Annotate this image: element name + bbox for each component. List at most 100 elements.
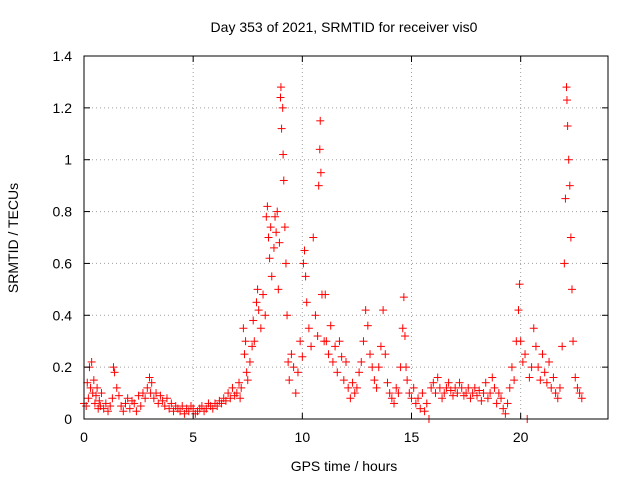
data-point — [180, 409, 189, 418]
data-point — [154, 399, 163, 408]
data-point — [141, 394, 150, 403]
data-point — [322, 337, 331, 346]
data-point — [117, 402, 126, 411]
data-point — [536, 376, 545, 385]
data-point — [399, 293, 408, 302]
data-point — [440, 389, 449, 398]
data-point — [497, 394, 506, 403]
data-point — [304, 324, 313, 333]
data-point — [357, 357, 366, 366]
data-point — [237, 383, 246, 392]
data-point — [119, 407, 128, 416]
data-point — [394, 389, 403, 398]
data-point — [446, 386, 455, 395]
data-point — [298, 352, 307, 361]
data-point — [277, 124, 286, 133]
data-point — [468, 389, 477, 398]
data-point — [569, 337, 578, 346]
data-point — [208, 404, 217, 413]
data-point — [232, 389, 241, 398]
data-point — [516, 337, 525, 346]
data-point — [261, 311, 270, 320]
y-tick-labels: 0 0.2 0.4 0.6 0.8 1 1.2 1.4 — [53, 48, 73, 427]
data-point — [499, 404, 508, 413]
data-point — [273, 207, 282, 216]
data-point — [455, 378, 464, 387]
y-tick-label: 0.8 — [53, 204, 73, 220]
data-point — [314, 181, 323, 190]
data-point — [344, 383, 353, 392]
data-point — [147, 378, 156, 387]
data-point — [274, 285, 283, 294]
data-point — [138, 389, 147, 398]
data-point — [84, 394, 93, 403]
data-point — [326, 321, 335, 330]
data-point — [324, 350, 333, 359]
data-point — [433, 373, 442, 382]
data-point — [438, 394, 447, 403]
data-point — [448, 391, 457, 400]
data-point — [291, 389, 300, 398]
data-point — [538, 350, 547, 359]
data-point — [573, 383, 582, 392]
data-point — [243, 376, 252, 385]
data-point — [562, 96, 571, 105]
data-point — [379, 306, 388, 315]
data-point — [405, 389, 414, 398]
data-point — [267, 272, 276, 281]
y-tick-label: 0.2 — [53, 359, 73, 375]
data-point — [114, 391, 123, 400]
data-point — [503, 399, 512, 408]
data-point — [278, 103, 287, 112]
data-point — [289, 363, 298, 372]
data-point — [387, 394, 396, 403]
data-point — [542, 378, 551, 387]
data-point — [269, 243, 278, 252]
data-point — [374, 363, 383, 372]
data-point — [551, 389, 560, 398]
data-point — [352, 383, 361, 392]
data-point — [553, 394, 562, 403]
data-point — [240, 350, 249, 359]
data-point — [239, 324, 248, 333]
data-point — [302, 298, 311, 307]
data-point — [285, 376, 294, 385]
data-point — [531, 342, 540, 351]
data-point — [411, 399, 420, 408]
data-point — [501, 409, 510, 418]
data-point — [271, 212, 280, 221]
chart-title: Day 353 of 2021, SRMTID for receiver vis… — [211, 19, 478, 35]
data-point — [197, 402, 206, 411]
data-point — [301, 272, 310, 281]
y-tick-label: 0.6 — [53, 255, 73, 271]
data-point — [316, 116, 325, 125]
data-point — [121, 399, 130, 408]
data-point — [348, 378, 357, 387]
data-point — [545, 357, 554, 366]
data-point — [567, 285, 576, 294]
x-tick-labels: 0 5 10 15 20 — [80, 429, 529, 445]
data-point — [370, 376, 379, 385]
data-point — [108, 394, 117, 403]
data-point — [253, 285, 262, 294]
data-point — [284, 357, 293, 366]
data-point — [429, 378, 438, 387]
data-point — [217, 399, 226, 408]
data-point — [488, 373, 497, 382]
data-point — [534, 363, 543, 372]
data-point — [90, 399, 99, 408]
data-point — [420, 407, 429, 416]
data-point — [555, 383, 564, 392]
data-point — [540, 368, 549, 377]
data-point — [313, 332, 322, 341]
data-point — [250, 337, 259, 346]
data-point — [176, 407, 185, 416]
data-point — [403, 376, 412, 385]
data-point — [283, 311, 292, 320]
data-point — [331, 342, 340, 351]
data-point — [256, 324, 265, 333]
data-point — [281, 259, 290, 268]
data-point — [521, 350, 530, 359]
data-point — [328, 357, 337, 366]
